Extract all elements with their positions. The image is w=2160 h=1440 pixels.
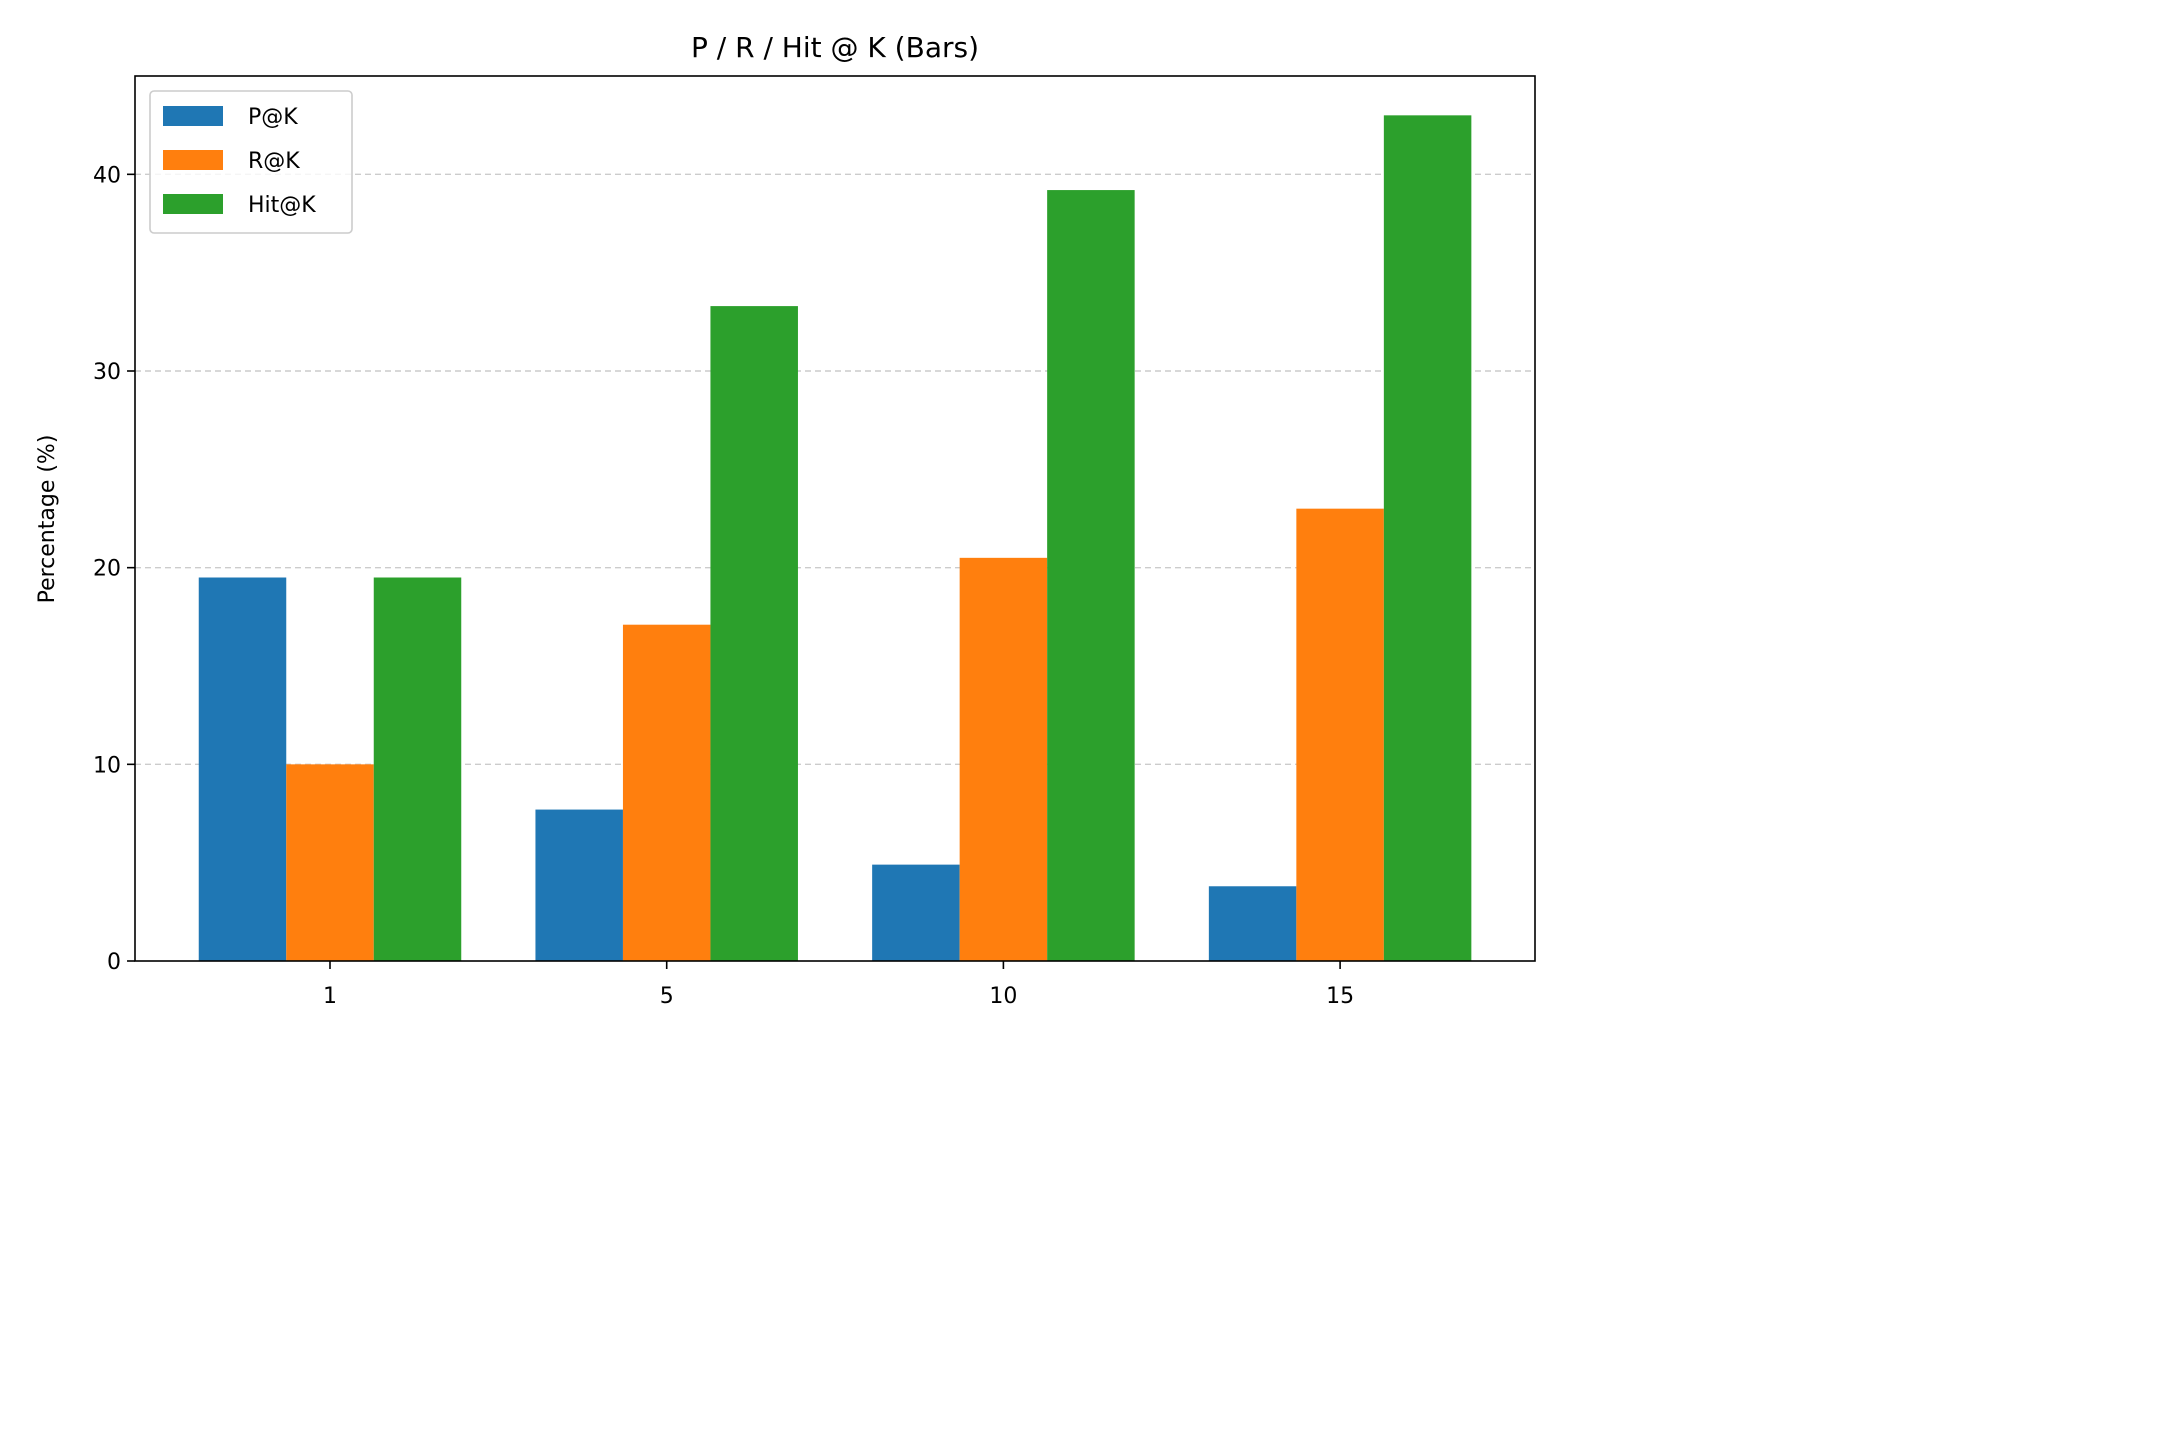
bar-p-k-15 xyxy=(1208,886,1297,961)
x-tick-label: 15 xyxy=(1326,984,1354,1009)
bar-p-k-5 xyxy=(535,809,623,961)
legend-label: R@K xyxy=(248,149,300,174)
x-axis-ticks: 1 5 10 15 xyxy=(323,961,1354,1009)
y-tick-label: 20 xyxy=(93,557,121,582)
legend-swatch xyxy=(163,194,223,214)
x-tick-label: 5 xyxy=(660,984,674,1009)
legend-swatch xyxy=(163,106,223,126)
bar-p-k-10 xyxy=(872,864,960,961)
bar-r-k-5 xyxy=(622,624,711,961)
y-tick-label: 10 xyxy=(93,753,121,778)
y-axis-label: Percentage (%) xyxy=(35,435,60,604)
legend-swatch xyxy=(163,150,223,170)
legend: P@K R@K Hit@K xyxy=(149,90,353,234)
bar-hit-k-15 xyxy=(1383,115,1472,962)
legend-label: P@K xyxy=(248,105,298,130)
chart-title: P / R / Hit @ K (Bars) xyxy=(691,31,979,64)
x-tick-label: 10 xyxy=(989,984,1017,1009)
bar-r-k-10 xyxy=(959,557,1048,961)
bars xyxy=(198,115,1472,962)
bar-r-k-15 xyxy=(1296,508,1384,961)
bar-hit-k-5 xyxy=(710,306,798,962)
bar-p-k-1 xyxy=(198,577,287,961)
bar-hit-k-1 xyxy=(373,577,462,961)
y-tick-label: 0 xyxy=(107,950,121,975)
y-tick-label: 40 xyxy=(93,163,121,188)
y-tick-label: 30 xyxy=(93,360,121,385)
y-axis-ticks: 0 10 20 30 40 xyxy=(93,163,135,975)
bar-r-k-1 xyxy=(286,764,374,961)
bar-hit-k-10 xyxy=(1047,190,1135,962)
x-tick-label: 1 xyxy=(323,984,337,1009)
plot-frame xyxy=(134,75,1536,962)
legend-label: Hit@K xyxy=(248,193,316,218)
